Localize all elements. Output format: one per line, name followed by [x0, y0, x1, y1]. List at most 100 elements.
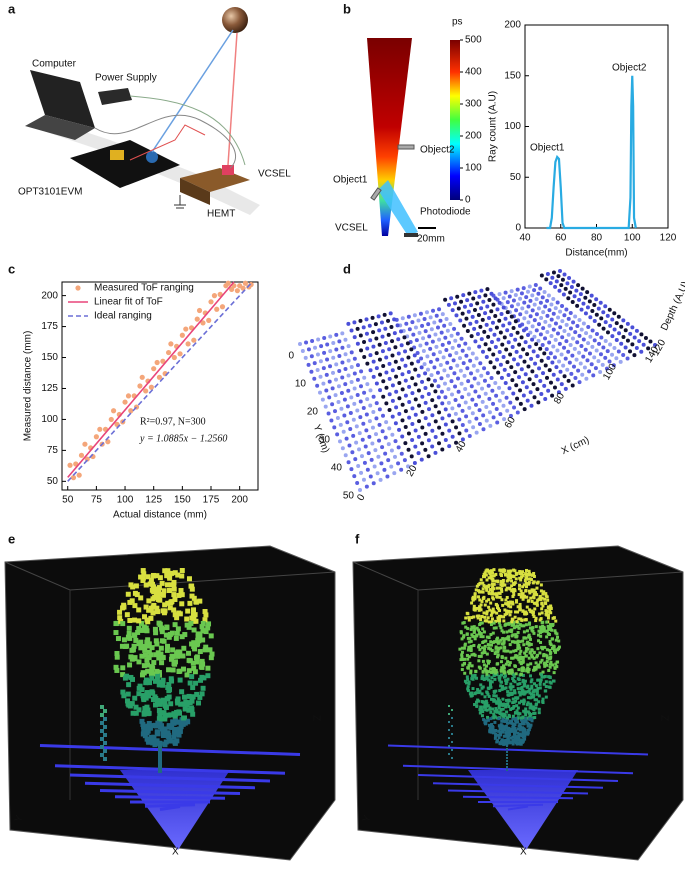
tree-point: [524, 733, 527, 736]
cloud-point: [341, 446, 345, 450]
cloud-point: [505, 396, 509, 400]
tree-point: [474, 670, 477, 673]
cloud-point: [518, 324, 522, 328]
tree-point: [470, 626, 473, 629]
tree-point: [171, 592, 176, 597]
cloud-point: [325, 373, 329, 377]
cloud-point: [448, 322, 452, 326]
cloud-point: [429, 360, 433, 364]
cloud-point: [539, 301, 543, 305]
tree-point: [470, 653, 473, 656]
tree-point: [127, 662, 132, 667]
tree-point: [525, 637, 528, 640]
cloud-point: [410, 422, 414, 426]
cloud-point: [495, 421, 499, 425]
tree-point: [530, 578, 533, 581]
tree-point: [504, 703, 507, 706]
y-axis-label: Ray count (A.U): [488, 91, 499, 162]
cloud-point: [497, 386, 501, 390]
tree-point: [496, 604, 499, 607]
tree-point: [518, 587, 521, 590]
tree-point: [478, 632, 481, 635]
cloud-point: [503, 335, 507, 339]
tree-point: [505, 699, 508, 702]
tree-point: [549, 666, 552, 669]
cloud-point: [453, 301, 457, 305]
cloud-point: [630, 325, 634, 329]
cloud-point: [359, 400, 363, 404]
tree-point: [522, 738, 525, 741]
tree-point: [492, 667, 495, 670]
cloud-point: [432, 320, 436, 324]
cloud-point: [441, 312, 445, 316]
cloud-point: [307, 363, 311, 367]
tree-point: [527, 600, 530, 603]
tree-point: [507, 705, 510, 708]
cloud-point: [467, 347, 471, 351]
cloud-point: [519, 402, 523, 406]
cloud-point: [483, 311, 487, 315]
tree-point: [490, 614, 493, 617]
cloud-point: [343, 338, 347, 342]
y-tick-label: 50: [510, 172, 522, 183]
tree-point: [188, 621, 193, 626]
tree-point: [553, 616, 556, 619]
cloud-point: [505, 360, 509, 364]
cloud-point: [500, 343, 504, 347]
tree-point: [491, 582, 494, 585]
colorbar-tick-label: 0: [465, 195, 471, 206]
cloud-point: [339, 407, 343, 411]
cloud-point: [365, 362, 369, 366]
tree-point: [494, 729, 497, 732]
tree-point: [517, 706, 520, 709]
cloud-point: [543, 336, 547, 340]
tree-point: [540, 628, 543, 631]
cloud-point: [340, 391, 344, 395]
tree-point: [165, 696, 170, 701]
cloud-point: [590, 362, 594, 366]
tree-point: [504, 574, 507, 577]
cloud-point: [413, 445, 417, 449]
tree-point: [548, 681, 551, 684]
tree-point: [500, 660, 503, 663]
cloud-point: [549, 381, 553, 385]
x-tick-label: 75: [91, 495, 103, 506]
tree-point: [556, 636, 559, 639]
tree-point: [475, 634, 478, 637]
tree-point: [510, 620, 513, 623]
cloud-point: [525, 385, 529, 389]
cloud-point: [590, 345, 594, 349]
cloud-point: [529, 314, 533, 318]
cloud-point: [639, 350, 643, 354]
cloud-point: [437, 426, 441, 430]
colorbar-tick-label: 500: [465, 35, 482, 46]
cloud-point: [617, 349, 621, 353]
cloud-point: [513, 370, 517, 374]
tree-point: [554, 620, 557, 623]
tree-point: [188, 700, 193, 705]
cloud-point: [571, 383, 575, 387]
tree-point: [180, 592, 185, 597]
cloud-point: [430, 445, 434, 449]
floor-stripe: [145, 805, 195, 807]
tree-point: [528, 717, 531, 720]
y-tick-label: 200: [504, 20, 521, 31]
tree-point: [515, 577, 518, 580]
tree-point: [500, 723, 503, 726]
tree-point: [512, 593, 515, 596]
tree-point: [529, 651, 532, 654]
cloud-point: [400, 343, 404, 347]
cloud-point: [477, 345, 481, 349]
cloud-point: [334, 393, 338, 397]
cloud-point: [504, 291, 508, 295]
cloud-point: [371, 316, 375, 320]
cloud-point: [595, 349, 599, 353]
tree-point: [195, 654, 200, 659]
tree-point: [472, 644, 475, 647]
tree-point: [189, 674, 194, 679]
cloud-point: [394, 439, 398, 443]
cloud-point: [514, 383, 518, 387]
tree-point: [533, 607, 536, 610]
cloud-point: [599, 352, 603, 356]
tree-point: [490, 676, 493, 679]
